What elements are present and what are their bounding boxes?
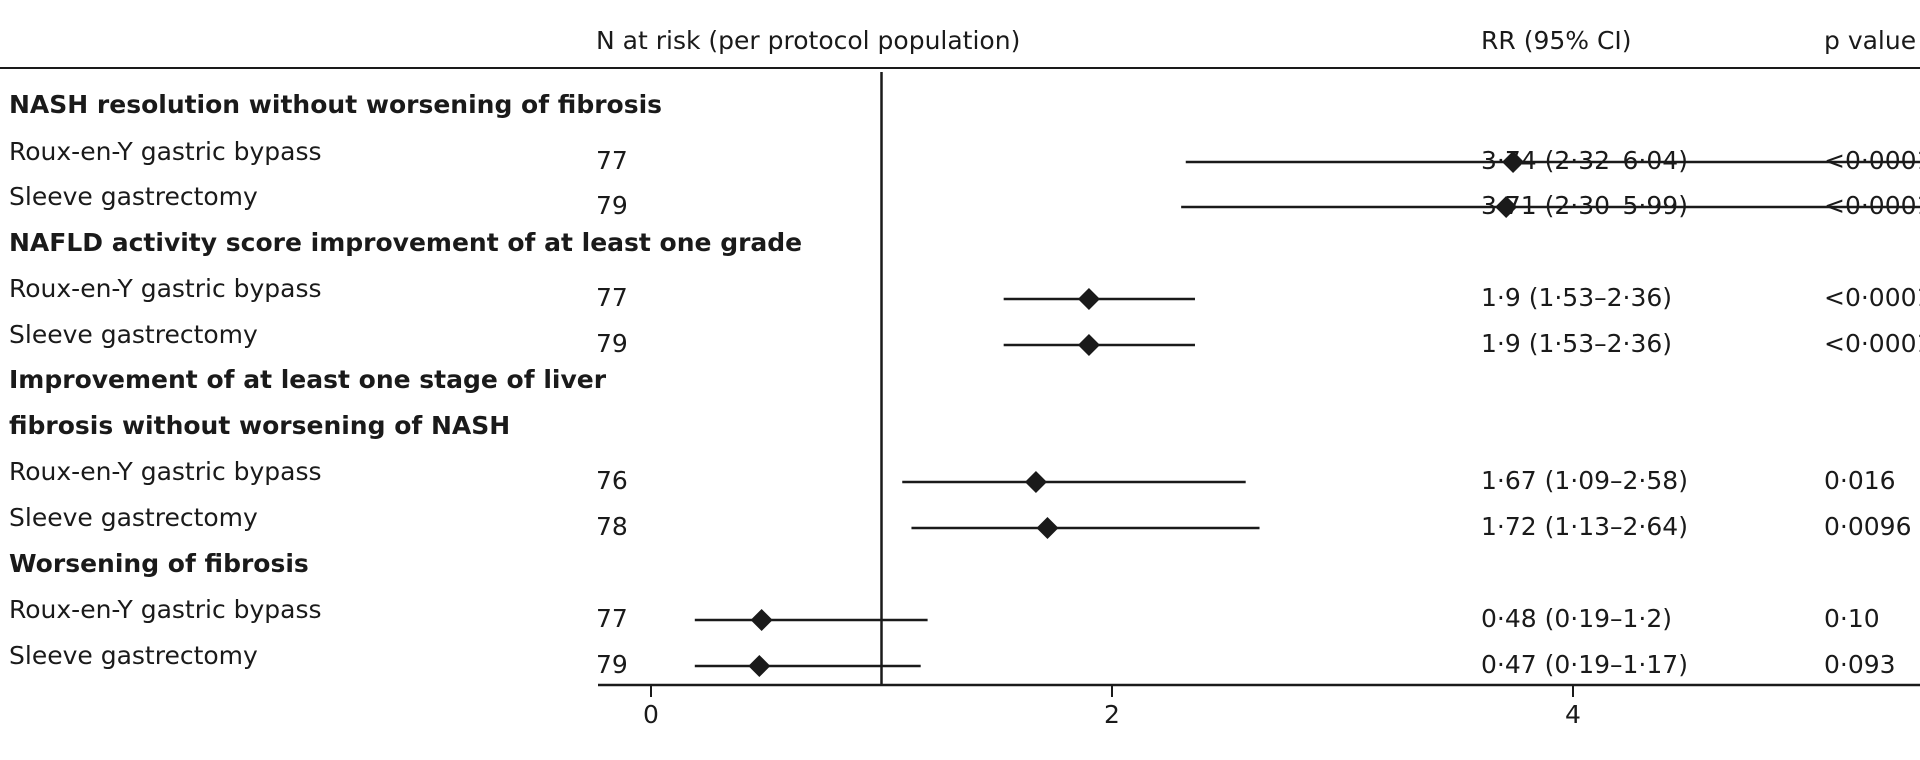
n-at-risk-value: 76: [596, 466, 628, 495]
n-at-risk-value: 78: [596, 512, 628, 541]
row-label: Sleeve gastrectomy: [9, 503, 258, 532]
section-title: NASH resolution without worsening of fib…: [9, 90, 663, 119]
n-at-risk-value: 77: [596, 604, 628, 633]
rr-ci-value: 1·9 (1·53–2·36): [1481, 329, 1673, 358]
point-estimate-diamond: [1077, 288, 1100, 310]
p-value: <0·0001: [1824, 146, 1920, 175]
rr-ci-value: 0·48 (0·19–1·2): [1481, 604, 1673, 633]
point-estimate-diamond: [1036, 517, 1059, 539]
p-value: 0·0096: [1824, 512, 1912, 541]
row-label: Roux-en-Y gastric bypass: [9, 137, 322, 166]
section-title: NAFLD activity score improvement of at l…: [9, 228, 803, 257]
p-value: <0·0001: [1824, 329, 1920, 358]
point-estimate-diamond: [1077, 334, 1100, 356]
header-rr: RR (95% CI): [1481, 26, 1632, 55]
x-tick-label: 2: [1104, 700, 1120, 729]
rr-ci-value: 1·72 (1·13–2·64): [1481, 512, 1688, 541]
point-estimate-diamond: [748, 655, 771, 677]
header-p-value: p value: [1824, 26, 1917, 55]
n-at-risk-value: 79: [596, 329, 628, 358]
point-estimate-diamond: [1495, 196, 1518, 218]
section-title: fibrosis without worsening of NASH: [9, 411, 511, 440]
rr-ci-value: 1·9 (1·53–2·36): [1481, 283, 1673, 312]
header-rule: [0, 67, 1920, 69]
n-at-risk-value: 79: [596, 191, 628, 220]
n-at-risk-value: 79: [596, 650, 628, 679]
n-at-risk-value: 77: [596, 146, 628, 175]
n-at-risk-value: 77: [596, 283, 628, 312]
point-estimate-diamond: [1502, 151, 1525, 173]
row-label: Roux-en-Y gastric bypass: [9, 595, 322, 624]
point-estimate-diamond: [1024, 471, 1047, 493]
row-label: Roux-en-Y gastric bypass: [9, 274, 322, 303]
section-title: Worsening of fibrosis: [9, 549, 309, 578]
rr-ci-value: 0·47 (0·19–1·17): [1481, 650, 1688, 679]
p-value: 0·10: [1824, 604, 1880, 633]
row-label: Sleeve gastrectomy: [9, 320, 258, 349]
header-n-at-risk: N at risk (per protocol population): [596, 26, 1021, 55]
p-value: 0·093: [1824, 650, 1896, 679]
row-label: Sleeve gastrectomy: [9, 182, 258, 211]
x-tick-label: 0: [643, 700, 659, 729]
x-tick-label: 4: [1565, 700, 1581, 729]
p-value: <0·0001: [1824, 283, 1920, 312]
p-value: 0·016: [1824, 466, 1896, 495]
rr-ci-value: 1·67 (1·09–2·58): [1481, 466, 1688, 495]
point-estimate-diamond: [750, 609, 773, 631]
p-value: <0·0001: [1824, 191, 1920, 220]
row-label: Roux-en-Y gastric bypass: [9, 457, 322, 486]
section-title: Improvement of at least one stage of liv…: [9, 365, 607, 394]
row-label: Sleeve gastrectomy: [9, 641, 258, 670]
